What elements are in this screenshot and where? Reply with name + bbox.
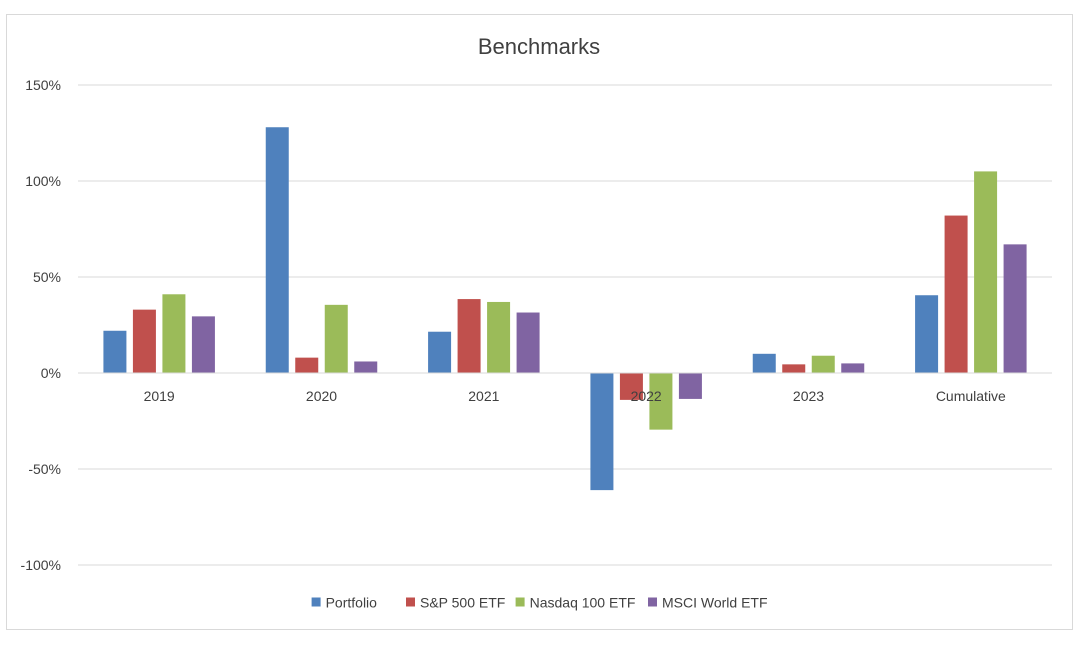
y-tick-label: -50% — [28, 461, 61, 477]
bar-s-p-500-etf-2022 — [619, 373, 643, 400]
x-tick-label: 2023 — [793, 388, 824, 404]
legend-item: Nasdaq 100 ETF — [515, 595, 636, 611]
bar-portfolio-2023 — [752, 353, 776, 373]
legend-label: S&P 500 ETF — [420, 595, 505, 611]
legend-label: Portfolio — [326, 595, 378, 611]
bar-nasdaq-100-etf-2021 — [487, 301, 511, 373]
x-tick-label: Cumulative — [936, 388, 1006, 404]
y-tick-label: 50% — [33, 269, 61, 285]
legend-swatch — [406, 597, 415, 607]
bar-portfolio-2019 — [103, 330, 127, 373]
bar-msci-world-etf-cumulative — [1003, 244, 1027, 373]
x-tick-label: 2021 — [468, 388, 499, 404]
legend: Portfolio S&P 500 ETF Nasdaq 100 ETF MSCI W… — [311, 595, 768, 611]
y-tick-label: 150% — [25, 77, 61, 93]
bar-msci-world-etf-2022 — [678, 373, 702, 399]
bar-nasdaq-100-etf-2019 — [162, 294, 186, 373]
bar-portfolio-2022 — [590, 373, 614, 491]
bar-nasdaq-100-etf-2023 — [811, 355, 835, 373]
legend-item: MSCI World ETF — [648, 595, 768, 611]
legend-label: Nasdaq 100 ETF — [530, 595, 636, 611]
y-tick-label: 100% — [25, 173, 61, 189]
x-tick-label: 2019 — [144, 388, 175, 404]
x-axis-ticks: 2019 2020 2021 2022 2023 Cumulative — [144, 388, 1006, 404]
bar-nasdaq-100-etf-2020 — [324, 304, 348, 373]
bar-msci-world-etf-2020 — [354, 361, 378, 373]
bar-s-p-500-etf-2019 — [132, 309, 156, 373]
bar-nasdaq-100-etf-2022 — [649, 373, 673, 430]
bar-portfolio-2021 — [428, 331, 452, 373]
y-axis-ticks: 150% 100% 50% 0% -50% -100% — [21, 77, 61, 573]
legend-label: MSCI World ETF — [662, 595, 768, 611]
x-tick-label: 2020 — [306, 388, 337, 404]
legend-item: S&P 500 ETF — [406, 595, 505, 611]
bar-portfolio-cumulative — [915, 295, 939, 373]
bar-msci-world-etf-2021 — [516, 312, 540, 373]
bar-s-p-500-etf-2023 — [782, 364, 806, 373]
y-tick-label: -100% — [21, 557, 61, 573]
bar-portfolio-2020 — [265, 127, 289, 374]
bars — [103, 127, 1027, 491]
legend-item: Portfolio — [311, 595, 378, 611]
bar-s-p-500-etf-2020 — [295, 357, 319, 373]
bar-nasdaq-100-etf-cumulative — [974, 171, 998, 373]
legend-swatch — [515, 597, 525, 607]
bar-msci-world-etf-2019 — [191, 316, 215, 373]
legend-swatch — [311, 597, 321, 607]
bar-s-p-500-etf-2021 — [457, 299, 481, 373]
x-tick-label: 2022 — [631, 388, 662, 404]
bar-msci-world-etf-2023 — [841, 363, 865, 373]
bar-s-p-500-etf-cumulative — [944, 215, 968, 373]
gridlines — [78, 84, 1052, 566]
chart-title: Benchmarks — [478, 34, 600, 59]
y-tick-label: 0% — [41, 365, 61, 381]
legend-swatch — [648, 597, 657, 607]
